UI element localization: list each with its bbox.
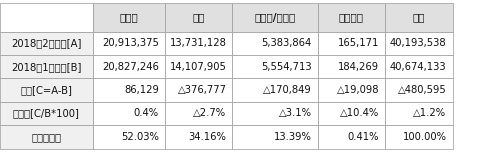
- Bar: [232, 32, 318, 55]
- Bar: [385, 55, 452, 78]
- Text: 40,674,133: 40,674,133: [390, 62, 446, 72]
- Bar: [385, 3, 452, 32]
- Text: 전체: 전체: [412, 12, 425, 22]
- Bar: [318, 55, 385, 78]
- Text: 34.16%: 34.16%: [188, 132, 226, 142]
- Bar: [0, 125, 92, 149]
- Bar: [92, 3, 165, 32]
- Bar: [165, 55, 232, 78]
- Text: 증감율[C/B*100]: 증감율[C/B*100]: [13, 109, 80, 118]
- Bar: [318, 78, 385, 102]
- Bar: [165, 125, 232, 149]
- Text: 아시아/태평양: 아시아/태평양: [254, 12, 296, 22]
- Text: 40,193,538: 40,193,538: [390, 38, 446, 48]
- Text: 5,383,864: 5,383,864: [261, 38, 312, 48]
- Text: △3.1%: △3.1%: [278, 109, 312, 118]
- Text: 86,129: 86,129: [124, 85, 159, 95]
- Text: 184,269: 184,269: [338, 62, 379, 72]
- Bar: [0, 32, 92, 55]
- Bar: [385, 78, 452, 102]
- Bar: [0, 78, 92, 102]
- Bar: [165, 78, 232, 102]
- Text: △19,098: △19,098: [336, 85, 379, 95]
- Bar: [92, 55, 165, 78]
- Bar: [92, 78, 165, 102]
- Text: △376,777: △376,777: [178, 85, 226, 95]
- Text: 유럽: 유럽: [192, 12, 205, 22]
- Text: △170,849: △170,849: [263, 85, 312, 95]
- Text: 14,107,905: 14,107,905: [170, 62, 226, 72]
- Text: 0.41%: 0.41%: [348, 132, 379, 142]
- Text: 5,554,713: 5,554,713: [261, 62, 312, 72]
- Bar: [92, 32, 165, 55]
- Bar: [232, 3, 318, 32]
- Bar: [0, 55, 92, 78]
- Bar: [232, 102, 318, 125]
- Bar: [92, 102, 165, 125]
- Bar: [318, 3, 385, 32]
- Bar: [318, 125, 385, 149]
- Bar: [0, 3, 92, 32]
- Text: 2018녀2분기말[A]: 2018녀2분기말[A]: [11, 38, 82, 48]
- Text: 증감[C=A-B]: 증감[C=A-B]: [20, 85, 72, 95]
- Text: 20,913,375: 20,913,375: [102, 38, 159, 48]
- Text: 2018녀1분기말[B]: 2018녀1분기말[B]: [11, 62, 82, 72]
- Bar: [92, 125, 165, 149]
- Text: △480,595: △480,595: [398, 85, 446, 95]
- Text: 순자산비중: 순자산비중: [31, 132, 61, 142]
- Bar: [232, 78, 318, 102]
- Text: 0.4%: 0.4%: [134, 109, 159, 118]
- Text: 미대륙: 미대륙: [120, 12, 138, 22]
- Bar: [165, 32, 232, 55]
- Text: △1.2%: △1.2%: [414, 109, 446, 118]
- Bar: [385, 102, 452, 125]
- Bar: [318, 32, 385, 55]
- Text: △10.4%: △10.4%: [340, 109, 379, 118]
- Text: 아프리카: 아프리카: [339, 12, 364, 22]
- Text: 165,171: 165,171: [338, 38, 379, 48]
- Bar: [165, 102, 232, 125]
- Text: 13,731,128: 13,731,128: [170, 38, 226, 48]
- Bar: [318, 102, 385, 125]
- Text: △2.7%: △2.7%: [194, 109, 226, 118]
- Bar: [0, 102, 92, 125]
- Bar: [232, 125, 318, 149]
- Text: 20,827,246: 20,827,246: [102, 62, 159, 72]
- Bar: [385, 32, 452, 55]
- Bar: [232, 55, 318, 78]
- Bar: [165, 3, 232, 32]
- Text: 13.39%: 13.39%: [274, 132, 312, 142]
- Bar: [385, 125, 452, 149]
- Text: 100.00%: 100.00%: [402, 132, 446, 142]
- Text: 52.03%: 52.03%: [121, 132, 159, 142]
